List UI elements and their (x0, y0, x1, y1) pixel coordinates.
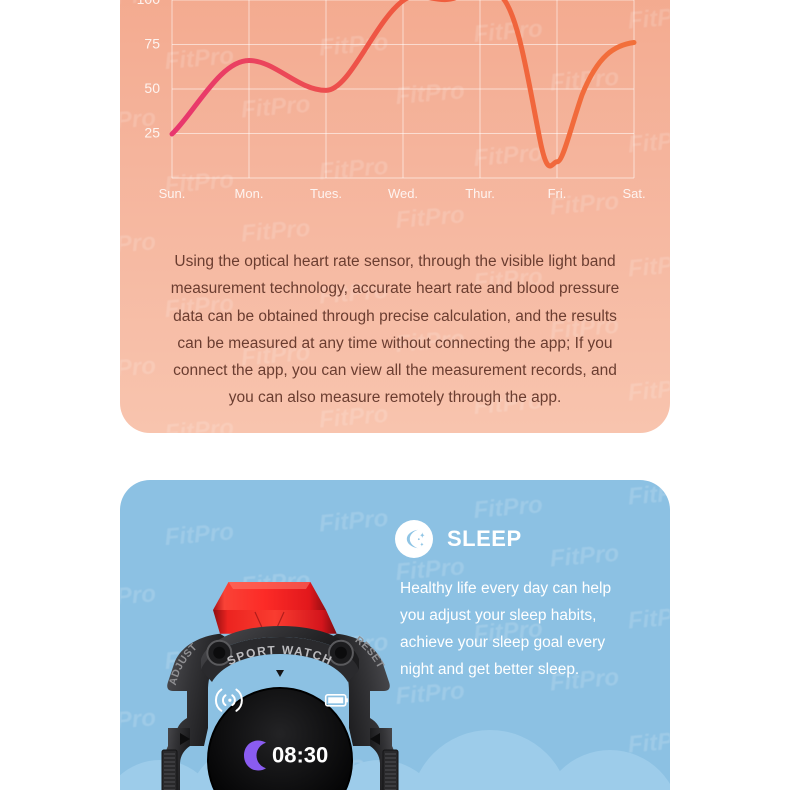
svg-text:100: 100 (137, 0, 161, 7)
svg-text:25: 25 (144, 125, 160, 141)
svg-text:Thur.: Thur. (465, 186, 495, 201)
svg-text:Tues.: Tues. (310, 186, 342, 201)
svg-text:50: 50 (144, 80, 160, 96)
svg-text:75: 75 (144, 36, 160, 52)
svg-text:Fri.: Fri. (548, 186, 567, 201)
svg-text:Sun.: Sun. (159, 186, 186, 201)
svg-text:Mon.: Mon. (235, 186, 264, 201)
svg-text:Wed.: Wed. (388, 186, 418, 201)
svg-text:Sat.: Sat. (622, 186, 645, 201)
svg-text:08:30: 08:30 (272, 743, 328, 768)
